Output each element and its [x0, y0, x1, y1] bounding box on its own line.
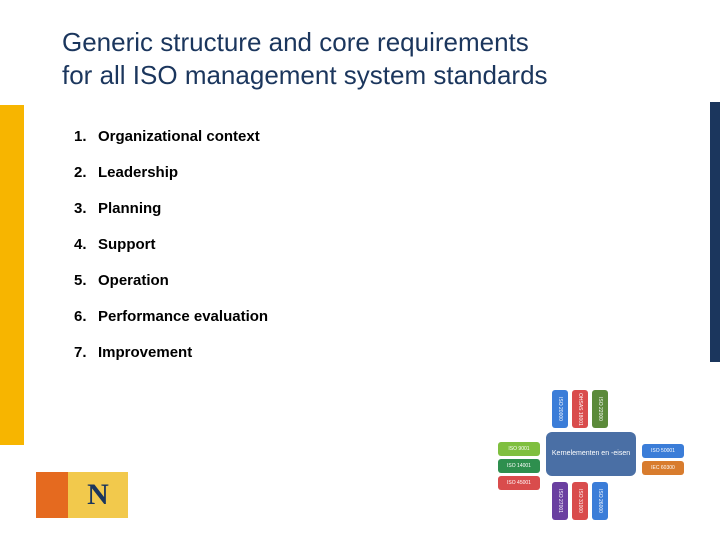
slide-title: Generic structure and core requirements …: [62, 26, 548, 91]
list-item: 5.Operation: [74, 272, 268, 289]
diagram-tag: ISO 31000: [572, 482, 588, 520]
diagram-tag: IEC 60300: [642, 461, 684, 475]
logo-letter: N: [87, 478, 109, 512]
diagram-tag: ISO 20000: [552, 390, 568, 428]
title-line-1: Generic structure and core requirements: [62, 27, 529, 57]
diagram-tag: ISO 14001: [498, 459, 540, 473]
logo: N: [36, 472, 128, 518]
diagram-tag: ISO 50001: [642, 444, 684, 458]
list-item-label: Support: [98, 236, 156, 253]
list-item-label: Planning: [98, 200, 161, 217]
list-item-number: 3.: [74, 200, 98, 217]
logo-orange-block: [36, 472, 68, 518]
diagram-tag: OHSAS 18001: [572, 390, 588, 428]
diagram-right-col: ISO 50001 IEC 60300: [642, 444, 684, 475]
diagram-tag: ISO 45001: [498, 476, 540, 490]
list-item-label: Improvement: [98, 344, 192, 361]
list-item: 1.Organizational context: [74, 128, 268, 145]
diagram-bottom-row: ISO 27001ISO 31000ISO 26000: [552, 482, 608, 520]
list-item-number: 4.: [74, 236, 98, 253]
list-item: 3.Planning: [74, 200, 268, 217]
iso-diagram: ISO 20000OHSAS 18001ISO 22000 ISO 9001IS…: [498, 390, 678, 520]
diagram-center: Kernelementen en -eisen: [546, 432, 636, 476]
list-item-number: 5.: [74, 272, 98, 289]
diagram-tag: ISO 27001: [552, 482, 568, 520]
logo-shield: N: [68, 472, 128, 518]
diagram-center-label: Kernelementen en -eisen: [552, 450, 630, 458]
list-item: 4.Support: [74, 236, 268, 253]
accent-bar-left: [0, 105, 24, 445]
list-item-label: Performance evaluation: [98, 308, 268, 325]
list-item-label: Operation: [98, 272, 169, 289]
title-line-2: for all ISO management system standards: [62, 60, 548, 90]
diagram-tag: ISO 26000: [592, 482, 608, 520]
requirements-list: 1.Organizational context 2.Leadership 3.Pl…: [74, 128, 268, 380]
list-item-number: 2.: [74, 164, 98, 181]
list-item-number: 6.: [74, 308, 98, 325]
list-item-number: 7.: [74, 344, 98, 361]
diagram-tag: ISO 22000: [592, 390, 608, 428]
list-item-label: Leadership: [98, 164, 178, 181]
diagram-tag: ISO 9001: [498, 442, 540, 456]
list-item: 6.Performance evaluation: [74, 308, 268, 325]
list-item: 2.Leadership: [74, 164, 268, 181]
accent-bar-right: [710, 102, 720, 362]
diagram-left-col: ISO 9001 ISO 14001 ISO 45001: [498, 442, 540, 490]
list-item-label: Organizational context: [98, 128, 260, 145]
list-item: 7.Improvement: [74, 344, 268, 361]
diagram-top-row: ISO 20000OHSAS 18001ISO 22000: [552, 390, 608, 428]
list-item-number: 1.: [74, 128, 98, 145]
